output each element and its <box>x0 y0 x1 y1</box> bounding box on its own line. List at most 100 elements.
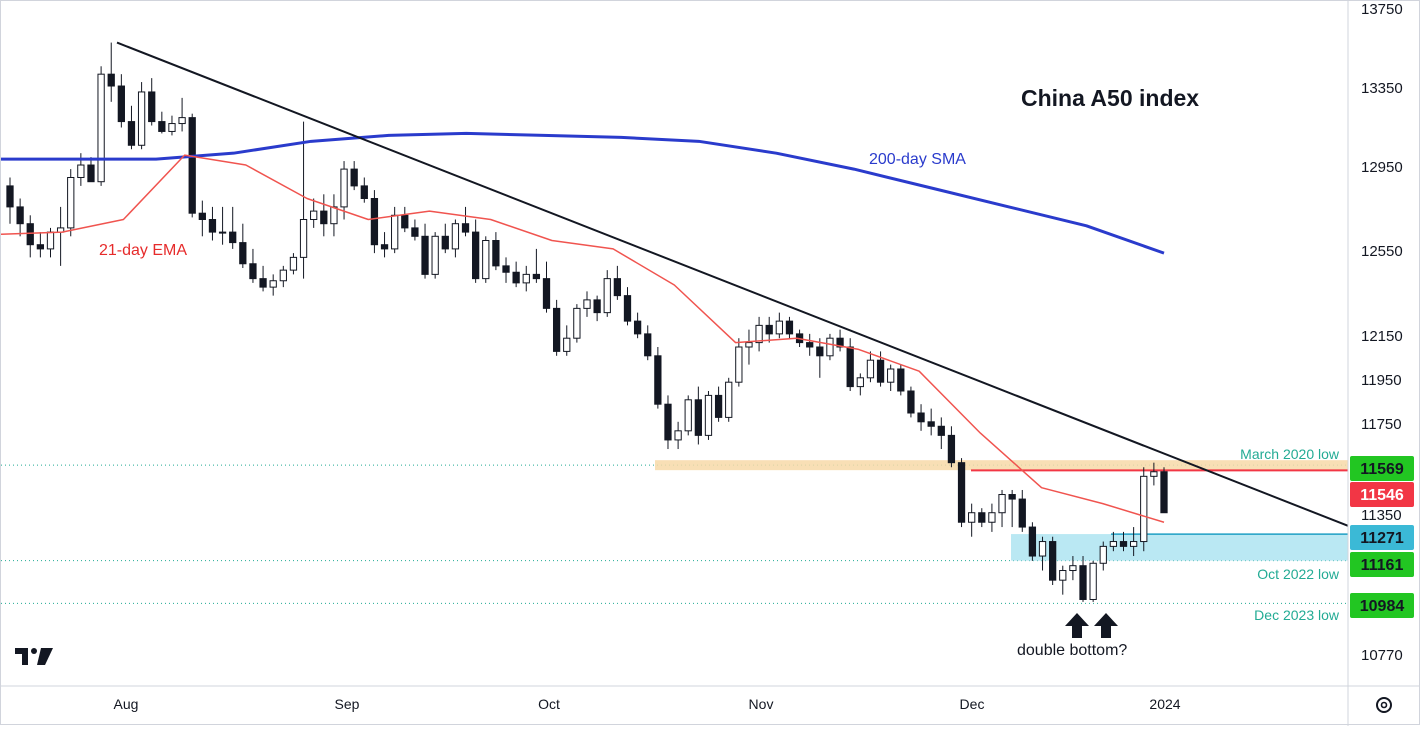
price-tick-label: 13350 <box>1361 80 1403 97</box>
gear-icon[interactable] <box>1376 697 1392 713</box>
candle-up <box>137 91 146 146</box>
candle-down <box>765 324 773 335</box>
price-tick-label: 11950 <box>1361 372 1402 389</box>
candle-up <box>735 346 743 383</box>
candle-up <box>745 342 753 348</box>
candle-up <box>1129 541 1138 547</box>
price-guides <box>1 464 1348 604</box>
candle-down <box>441 235 449 250</box>
candle-up <box>573 307 581 339</box>
arrow-up-icon <box>1065 613 1089 638</box>
candle-up <box>674 430 682 441</box>
candle-up <box>391 214 399 250</box>
candle-down <box>148 91 156 123</box>
candle-down <box>259 278 267 288</box>
candle-down <box>927 421 935 427</box>
sma-label: 200-day SMA <box>869 151 966 168</box>
candle-down <box>1018 498 1026 528</box>
candle-up <box>451 223 460 250</box>
candle-up <box>1099 545 1107 564</box>
candle-down <box>897 368 905 392</box>
candle-up <box>603 278 611 314</box>
support-zone <box>1011 534 1348 561</box>
candle-up <box>704 394 713 436</box>
time-tick-label: Dec <box>960 696 985 712</box>
candle-up <box>998 494 1006 514</box>
price-level-note: Oct 2022 low <box>1257 566 1340 582</box>
price-level-notes: March 2020 low Oct 2022 low Dec 2023 low <box>1240 446 1340 623</box>
candle-up <box>522 273 530 284</box>
candle-down <box>320 210 328 225</box>
candle-down <box>907 390 915 414</box>
candle-down <box>664 403 672 441</box>
candle-down <box>198 212 206 220</box>
candle-down <box>806 342 814 348</box>
candle-up <box>340 168 348 208</box>
candle-down <box>1160 471 1168 514</box>
price-axis[interactable]: 13750 13350 12950 12550 12150 11950 11750 11350… <box>1361 1 1403 664</box>
ema-21-line <box>0 154 1165 523</box>
candle-down <box>1049 541 1057 581</box>
candle-up <box>431 235 439 275</box>
chart-title: China A50 index <box>1021 85 1199 111</box>
double-bottom-arrows <box>1065 613 1118 638</box>
candle-up <box>178 117 186 125</box>
price-badge <box>1350 525 1414 550</box>
candle-down <box>1008 494 1016 500</box>
price-tick-label: 12150 <box>1361 328 1403 345</box>
candle-up <box>583 299 591 309</box>
candle-down <box>188 117 196 214</box>
candle-up <box>775 320 783 335</box>
tradingview-logo[interactable] <box>15 648 53 665</box>
candle-down <box>816 346 824 357</box>
price-tick-label: 12550 <box>1361 243 1403 260</box>
candle-up <box>1109 541 1118 547</box>
candle-up <box>330 206 338 225</box>
candle-down <box>613 278 622 297</box>
candle-down <box>957 462 966 523</box>
candles <box>6 42 1168 602</box>
candle-down <box>16 206 24 225</box>
candle-up <box>887 368 895 383</box>
candle-down <box>208 219 217 233</box>
candle-down <box>542 278 551 309</box>
candle-up <box>1089 562 1097 600</box>
candle-down <box>117 85 125 123</box>
candle-down <box>947 434 956 464</box>
candle-up <box>46 231 55 250</box>
candle-down <box>492 240 500 267</box>
price-tick-label: 10770 <box>1361 647 1403 664</box>
support-resistance-zones <box>655 460 1348 561</box>
time-axis[interactable]: Aug Sep Oct Nov Dec 2024 <box>114 696 1181 712</box>
candle-up <box>168 123 176 132</box>
time-tick-label: Sep <box>335 696 360 712</box>
candle-down <box>370 198 379 246</box>
candle-up <box>299 219 308 258</box>
price-tick-label: 11750 <box>1361 416 1402 433</box>
candle-down <box>532 273 541 280</box>
candle-down <box>107 73 115 87</box>
candle-down <box>87 164 95 183</box>
candle-down <box>472 231 480 280</box>
candle-up <box>1038 541 1047 557</box>
candle-down <box>401 214 409 229</box>
candle-down <box>644 333 652 357</box>
candle-up <box>279 269 287 282</box>
candle-up <box>1150 471 1158 477</box>
candle-down <box>836 337 844 348</box>
candle-up <box>725 381 733 418</box>
candle-up <box>77 164 85 178</box>
candle-down <box>623 295 632 322</box>
candle-down <box>26 223 34 246</box>
candle-up <box>97 73 105 183</box>
candle-down <box>1079 565 1087 600</box>
double-bottom-label: double bottom? <box>1017 642 1127 659</box>
candle-up <box>856 377 864 388</box>
candle-up <box>988 512 996 523</box>
candle-down <box>411 227 419 237</box>
candle-down <box>461 223 470 233</box>
candle-down <box>249 263 257 280</box>
candle-down <box>552 307 561 352</box>
price-badge-label: 11569 <box>1360 461 1404 478</box>
